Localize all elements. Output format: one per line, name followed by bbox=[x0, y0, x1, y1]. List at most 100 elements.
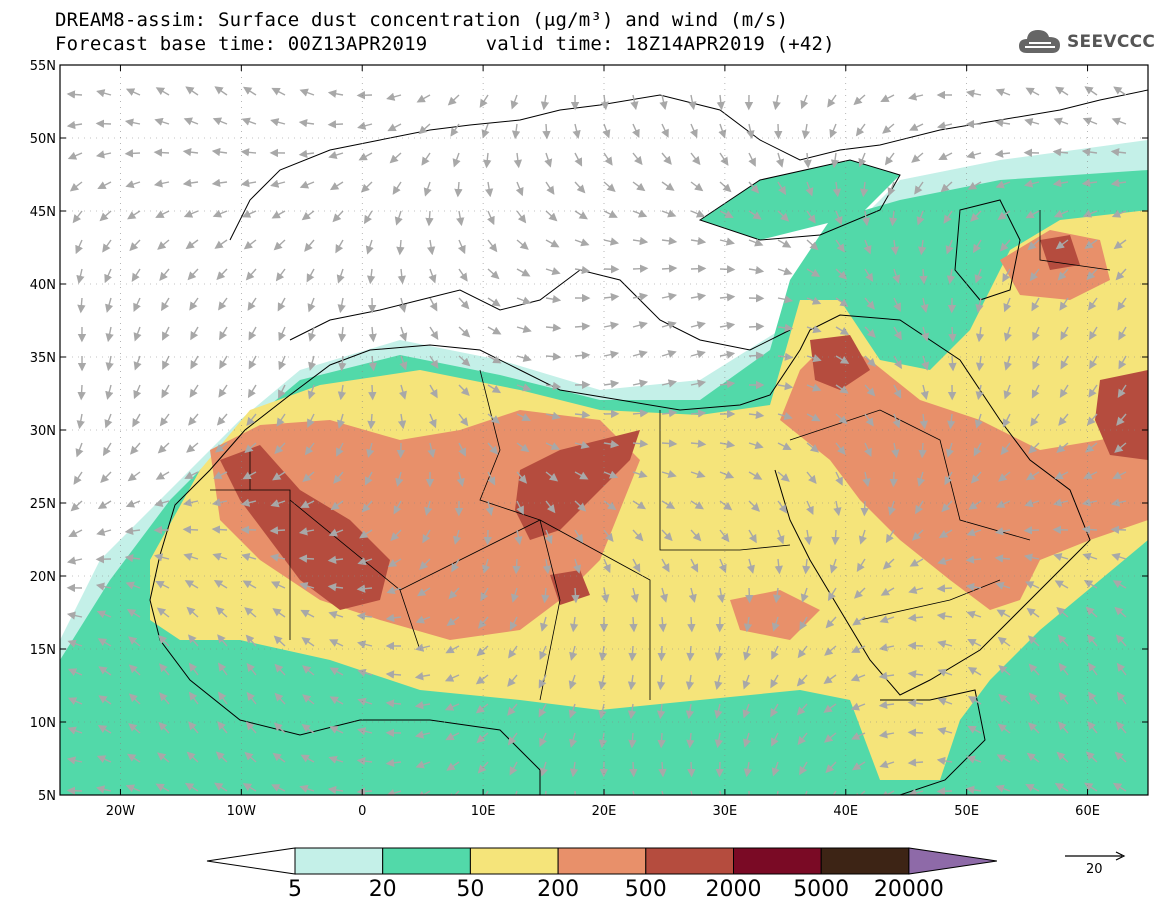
wind-arrow bbox=[271, 210, 286, 219]
wind-arrow bbox=[243, 86, 257, 96]
wind-arrow bbox=[864, 326, 876, 338]
wind-arrow bbox=[748, 471, 763, 480]
wind-arrow bbox=[385, 699, 402, 708]
wind-arrow bbox=[155, 581, 170, 589]
dust-concentration-field bbox=[60, 140, 1148, 795]
wind-arrow bbox=[153, 148, 170, 157]
wind-arrow bbox=[1025, 581, 1040, 589]
wind-arrow bbox=[1088, 662, 1098, 676]
wind-arrow bbox=[690, 470, 706, 479]
wind-arrow bbox=[298, 149, 315, 159]
wind-arrow bbox=[603, 293, 620, 302]
lon-label: 50E bbox=[954, 804, 979, 819]
wind-arrow bbox=[487, 268, 500, 280]
wind-arrow bbox=[719, 265, 736, 274]
wind-arrow bbox=[656, 703, 666, 720]
lat-label: 20N bbox=[30, 570, 56, 585]
wind-arrow bbox=[797, 732, 808, 746]
wind-arrow bbox=[864, 413, 874, 427]
wind-arrow bbox=[772, 94, 781, 111]
wind-arrow bbox=[328, 610, 344, 619]
wind-arrow bbox=[878, 671, 895, 681]
colorbar-box bbox=[645, 847, 734, 875]
wind-arrow bbox=[359, 529, 373, 539]
wind-arrow bbox=[484, 181, 494, 198]
wind-arrow bbox=[97, 638, 112, 647]
wind-arrow bbox=[803, 529, 813, 546]
wind-arrow bbox=[943, 210, 953, 224]
wind-arrow bbox=[1116, 691, 1127, 705]
wind-arrow bbox=[514, 790, 518, 795]
wind-arrow bbox=[1112, 471, 1127, 480]
wind-arrow bbox=[802, 558, 811, 575]
wind-arrow bbox=[98, 695, 112, 705]
wind-arrow bbox=[308, 326, 317, 342]
wind-arrow bbox=[545, 239, 560, 248]
wind-arrow bbox=[357, 668, 373, 677]
wind-arrow bbox=[719, 529, 730, 543]
wind-arrow bbox=[336, 442, 344, 457]
wind-arrow bbox=[516, 413, 531, 421]
wind-arrow bbox=[271, 87, 286, 96]
wind-arrow bbox=[851, 732, 866, 740]
wind-arrow bbox=[211, 525, 228, 534]
wind-arrow bbox=[916, 210, 925, 226]
wind-vector-field bbox=[66, 86, 1127, 795]
wind-arrow bbox=[426, 239, 436, 256]
wind-arrow bbox=[1056, 606, 1069, 618]
wind-arrow bbox=[244, 607, 257, 618]
wind-arrow bbox=[509, 761, 518, 776]
wind-arrow bbox=[893, 297, 901, 312]
wind-arrow bbox=[919, 268, 928, 285]
wind-arrow bbox=[1082, 209, 1098, 218]
wind-arrow bbox=[429, 355, 439, 369]
wind-arrow bbox=[153, 179, 170, 188]
wind-arrow bbox=[308, 355, 317, 371]
wind-arrow bbox=[424, 500, 433, 516]
wind-arrow bbox=[1053, 209, 1069, 218]
wind-arrow bbox=[246, 413, 257, 427]
wind-arrow bbox=[302, 694, 315, 705]
wind-arrow bbox=[133, 297, 141, 312]
wind-arrow bbox=[545, 267, 561, 276]
wind-arrow bbox=[777, 442, 792, 450]
wind-arrow bbox=[1024, 179, 1040, 188]
wind-arrow bbox=[480, 790, 489, 795]
reference-wind-arrow bbox=[1065, 851, 1126, 861]
wind-arrow bbox=[329, 639, 344, 647]
wind-arrow bbox=[216, 268, 228, 281]
wind-arrow bbox=[273, 722, 286, 734]
wind-arrow bbox=[487, 326, 502, 335]
wind-arrow bbox=[889, 471, 898, 488]
wind-arrow bbox=[451, 558, 460, 573]
wind-arrow bbox=[748, 529, 757, 544]
wind-arrow bbox=[414, 701, 431, 710]
wind-arrow bbox=[159, 413, 170, 427]
wind-arrow bbox=[1060, 355, 1069, 370]
wind-arrow bbox=[182, 525, 199, 534]
wind-arrow bbox=[127, 471, 141, 482]
wind-arrow bbox=[1118, 326, 1127, 341]
wind-arrow bbox=[274, 442, 286, 455]
wind-arrow bbox=[248, 355, 257, 370]
wind-arrow bbox=[327, 555, 344, 564]
wind-arrow bbox=[299, 784, 315, 793]
wind-arrow bbox=[777, 411, 793, 421]
wind-arrow bbox=[1003, 384, 1012, 400]
colorbar-threshold-label: 2000 bbox=[706, 877, 762, 902]
wind-arrow bbox=[835, 326, 850, 335]
wind-arrow bbox=[946, 268, 956, 285]
wind-arrow bbox=[67, 668, 83, 677]
wind-arrow bbox=[1027, 635, 1040, 647]
wind-arrow bbox=[72, 210, 83, 224]
wind-arrow bbox=[889, 210, 898, 227]
wind-arrow bbox=[328, 755, 344, 764]
wind-arrow bbox=[1026, 752, 1040, 763]
wind-arrow bbox=[603, 379, 620, 389]
wind-arrow bbox=[829, 558, 838, 574]
wind-arrow bbox=[690, 439, 707, 448]
wind-arrow bbox=[271, 784, 286, 792]
wind-arrow bbox=[444, 702, 460, 711]
wind-arrow bbox=[1055, 239, 1069, 250]
wind-arrow bbox=[188, 721, 199, 734]
